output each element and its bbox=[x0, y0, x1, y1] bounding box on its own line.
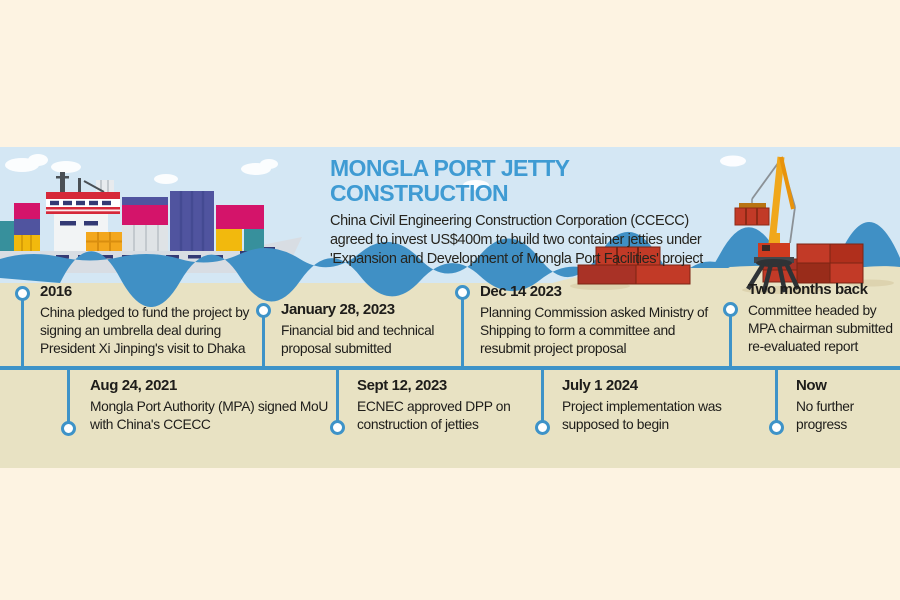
timeline-entry-2016: 2016 China pledged to fund the project b… bbox=[40, 283, 272, 358]
harbor-crane-icon bbox=[734, 156, 801, 293]
header: MONGLA PORT JETTY CONSTRUCTION China Civ… bbox=[330, 155, 732, 269]
timeline-entry-text: Committee headed by MPA chairman submitt… bbox=[748, 302, 893, 354]
timeline-entry-date: 2016 bbox=[40, 283, 72, 300]
timeline-entry-date: January 28, 2023 bbox=[281, 301, 395, 318]
timeline-node bbox=[534, 419, 550, 435]
timeline-entry-text: Project implementation was supposed to b… bbox=[562, 398, 722, 432]
timeline-entry-text: China pledged to fund the project by sig… bbox=[40, 304, 250, 356]
timeline-node bbox=[14, 285, 30, 301]
timeline-entry-aug-24-2021: Aug 24, 2021 Mongla Port Authority (MPA)… bbox=[90, 377, 328, 434]
timeline-connector bbox=[66, 370, 70, 422]
timeline-node bbox=[60, 420, 76, 436]
timeline-connector bbox=[728, 315, 732, 366]
timeline-axis bbox=[0, 366, 900, 370]
timeline-node bbox=[454, 284, 470, 300]
waves-icon bbox=[0, 222, 900, 307]
timeline-entry-text: No further progress bbox=[796, 398, 854, 432]
timeline-connector bbox=[774, 370, 778, 421]
timeline-node bbox=[768, 419, 784, 435]
timeline-entry-now: Now No further progress bbox=[796, 377, 881, 434]
timeline-entry-july-1-2024: July 1 2024 Project implementation was s… bbox=[562, 377, 752, 434]
timeline-entry-dec-14-2023: Dec 14 2023 Planning Commission asked Mi… bbox=[480, 283, 722, 358]
timeline-entry-text: Planning Commission asked Ministry of Sh… bbox=[480, 304, 708, 356]
timeline-entry-date: Dec 14 2023 bbox=[480, 283, 562, 300]
timeline-entry-date: July 1 2024 bbox=[562, 377, 638, 394]
timeline-connector bbox=[335, 370, 339, 421]
timeline-connector bbox=[20, 299, 24, 366]
page-subtitle: China Civil Engineering Construction Cor… bbox=[330, 212, 703, 268]
timeline-entry-date: Now bbox=[796, 377, 827, 394]
clouds-icon bbox=[5, 154, 746, 190]
timeline-entry-sept-12-2023: Sept 12, 2023 ECNEC approved DPP on cons… bbox=[357, 377, 532, 434]
timeline-entry-two-months-back: Two months back Committee headed by MPA … bbox=[748, 281, 900, 356]
timeline-band bbox=[0, 283, 900, 468]
timeline-node bbox=[329, 419, 345, 435]
timeline-node bbox=[722, 301, 738, 317]
timeline-entry-date: Sept 12, 2023 bbox=[357, 377, 447, 394]
timeline-entry-text: Financial bid and technical proposal sub… bbox=[281, 322, 435, 356]
timeline-node bbox=[255, 302, 271, 318]
timeline-entry-date: Two months back bbox=[748, 281, 868, 298]
timeline-connector bbox=[540, 370, 544, 421]
page-title: MONGLA PORT JETTY CONSTRUCTION bbox=[330, 155, 570, 207]
timeline-connector bbox=[460, 298, 464, 366]
timeline-entry-date: Aug 24, 2021 bbox=[90, 377, 177, 394]
timeline-connector bbox=[261, 316, 265, 366]
timeline-entry-jan-28-2023: January 28, 2023 Financial bid and techn… bbox=[281, 301, 466, 358]
timeline-entry-text: ECNEC approved DPP on construction of je… bbox=[357, 398, 511, 432]
harbor-scene-illustration bbox=[0, 154, 900, 307]
timeline-entry-text: Mongla Port Authority (MPA) signed MoU w… bbox=[90, 398, 328, 432]
